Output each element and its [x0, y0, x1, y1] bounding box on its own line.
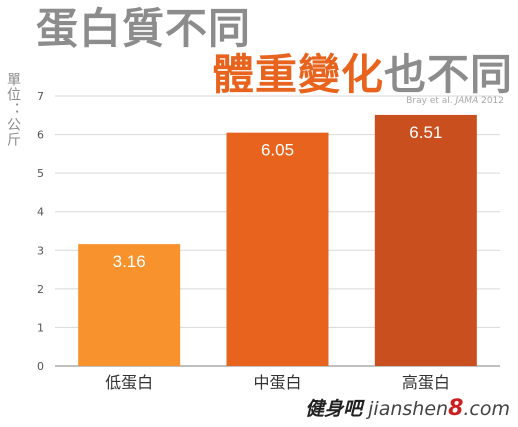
watermark-domain-b: .com	[463, 398, 510, 420]
bar	[78, 244, 181, 366]
bar	[226, 132, 329, 366]
y-tick-label: 4	[37, 206, 44, 219]
bar-value-label: 6.05	[261, 141, 294, 160]
chart-title-line2: 體重變化也不同	[212, 50, 513, 100]
x-tick-label: 低蛋白	[105, 373, 153, 392]
bar-value-label: 3.16	[113, 252, 146, 271]
source-citation: Bray et al. JAMA 2012	[406, 96, 504, 106]
source-journal: JAMA	[455, 96, 479, 106]
y-tick-label: 1	[37, 321, 44, 334]
y-tick-label: 3	[37, 244, 44, 257]
chart-title-line1: 蛋白質不同	[36, 4, 252, 53]
y-tick-label: 6	[37, 129, 44, 142]
watermark-logo: 健身吧	[305, 398, 363, 420]
y-axis-unit-label: 單位：公斤	[5, 72, 21, 147]
title-highlight: 體重變化	[212, 50, 385, 99]
y-tick-label: 7	[37, 90, 44, 103]
y-tick-label: 0	[37, 360, 44, 373]
y-tick-label: 5	[37, 167, 44, 180]
source-prefix: Bray et al.	[406, 96, 456, 106]
site-watermark: 健身吧 jianshen8.com	[305, 394, 510, 421]
bar	[374, 114, 477, 367]
watermark-domain-num: 8	[448, 396, 464, 421]
x-tick-label: 高蛋白	[402, 373, 450, 392]
source-year: 2012	[478, 96, 504, 106]
bar-value-label: 6.51	[409, 123, 442, 142]
watermark-domain-a: jianshen	[368, 398, 449, 420]
title-rest: 也不同	[384, 50, 514, 99]
y-tick-label: 2	[37, 283, 44, 296]
x-tick-label: 中蛋白	[253, 373, 301, 392]
